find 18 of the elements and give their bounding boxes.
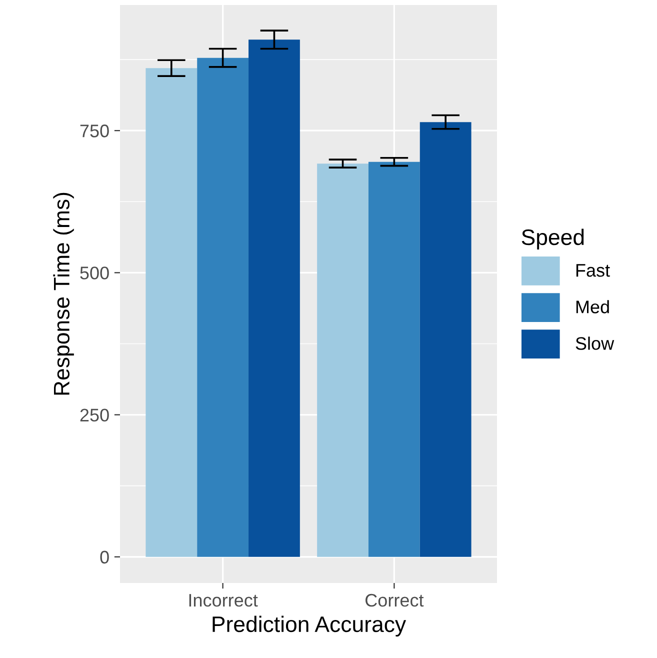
bar [368, 162, 420, 557]
bar [317, 164, 368, 557]
bar [420, 122, 472, 557]
y-axis-title: Response Time (ms) [53, 192, 74, 395]
bar [197, 58, 249, 557]
y-tick-label: 250 [80, 408, 109, 422]
legend-label: Med [576, 300, 609, 314]
legend-title: Speed [522, 228, 584, 250]
y-tick-label: 0 [100, 550, 109, 564]
legend-label: Fast [576, 264, 610, 277]
legend-label: Slow [576, 336, 614, 350]
y-tick-label: 750 [80, 124, 109, 138]
x-axis-title: Prediction Accuracy [212, 616, 406, 637]
y-tick-label: 500 [80, 266, 109, 280]
bar [146, 68, 198, 557]
bar [248, 40, 300, 557]
x-tick-label: Correct [366, 594, 424, 607]
x-tick-label: Incorrect [189, 594, 258, 607]
